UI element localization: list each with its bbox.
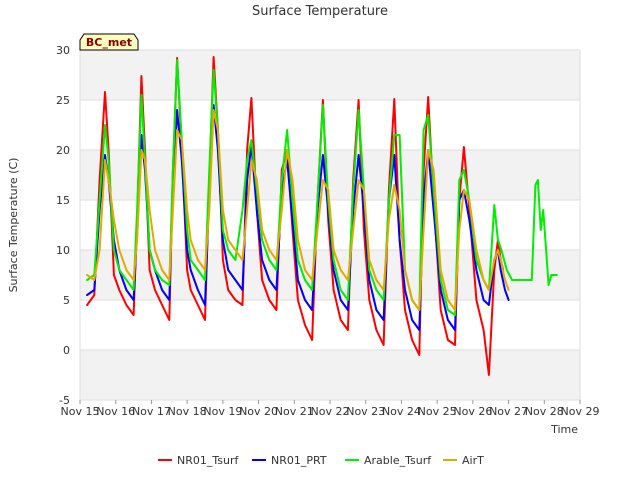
badge-box (79, 33, 139, 51)
x-tick-label: Nov 17 (132, 405, 171, 418)
series-lines (86, 56, 558, 376)
x-tick-label: Nov 20 (239, 405, 278, 418)
badge-label: BC_met (86, 36, 132, 49)
y-tick-label: 30 (56, 44, 70, 57)
y-axis-title: Surface Temperature (C) (7, 158, 20, 293)
y-tick-label: 20 (56, 144, 70, 157)
y-tick-label: 15 (56, 194, 70, 207)
y-tick-label: 10 (56, 244, 70, 257)
x-tick-label: Nov 27 (489, 405, 528, 418)
grid-band (80, 50, 580, 100)
x-tick-label: Nov 23 (346, 405, 385, 418)
x-tick-label: Nov 28 (525, 405, 564, 418)
series-line-airt (86, 109, 510, 311)
station-badge: BC_met (79, 33, 139, 51)
x-tick-label: Nov 18 (168, 405, 207, 418)
y-tick-label: 0 (63, 344, 70, 357)
x-tick-label: Nov 15 (61, 405, 100, 418)
legend-label: NR01_Tsurf (177, 454, 239, 467)
series-line-arable-tsurf (86, 59, 558, 316)
grid-band (80, 350, 580, 400)
legend-label: Arable_Tsurf (364, 454, 432, 467)
x-tick-label: Nov 26 (453, 405, 492, 418)
x-axis-title: Time (550, 423, 578, 436)
x-tick-label: Nov 16 (96, 405, 135, 418)
y-tick-label: 25 (56, 94, 70, 107)
y-tick-label: -5 (59, 394, 70, 407)
chart-title: Surface Temperature (252, 4, 388, 19)
y-tick-label: 5 (63, 294, 70, 307)
legend-label: AirT (462, 454, 484, 467)
x-tick-label: Nov 21 (275, 405, 314, 418)
y-axis: -5 0 5 10 15 20 25 30 (56, 44, 70, 407)
legend-label: NR01_PRT (271, 454, 327, 467)
x-tick-label: Nov 22 (311, 405, 350, 418)
grid-band (80, 150, 580, 200)
legend: NR01_Tsurf NR01_PRT Arable_Tsurf AirT (158, 454, 484, 467)
x-tick-label: Nov 29 (561, 405, 600, 418)
x-tick-label: Nov 19 (203, 405, 242, 418)
x-tick-label: Nov 24 (382, 405, 421, 418)
x-tick-label: Nov 25 (418, 405, 457, 418)
